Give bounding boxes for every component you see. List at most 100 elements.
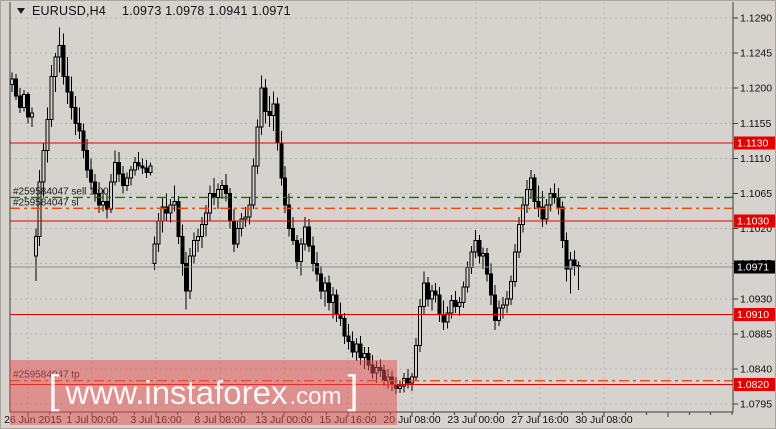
candle-body: [184, 263, 189, 292]
price-level-badge-label: 1.1030: [737, 215, 769, 227]
time-label: 8 Jul 08:00: [194, 414, 246, 426]
candle-body: [251, 165, 256, 206]
candle-body: [275, 103, 280, 144]
price-tick-label: 1.1200: [740, 83, 772, 95]
candle-body: [310, 245, 315, 265]
candle-body: [409, 376, 414, 384]
candle-body: [429, 290, 434, 300]
candle-body: [532, 177, 537, 202]
symbol-dropdown-icon[interactable]: [17, 8, 25, 14]
candle-body: [17, 95, 22, 109]
time-label: 1 Jul 00:00: [66, 414, 118, 426]
candle-body: [49, 76, 54, 120]
candle-body: [200, 224, 205, 237]
candle-body: [25, 93, 30, 118]
time-label: 13 Jul 00:00: [255, 414, 312, 426]
candle-body: [152, 243, 157, 265]
candle-body: [477, 239, 482, 257]
symbol-period-label: EURUSD,H4: [32, 4, 107, 18]
candle-body: [204, 212, 209, 226]
candle-body: [374, 366, 379, 374]
candle-body: [148, 165, 153, 173]
candle-body: [560, 206, 565, 241]
candle-body: [338, 313, 343, 319]
candle-body: [307, 226, 311, 247]
candle-body: [188, 255, 193, 292]
candle-body: [267, 111, 272, 116]
candle-body: [85, 150, 90, 171]
candle-body: [366, 352, 371, 366]
candle-body: [493, 294, 498, 322]
price-level-badge: [734, 307, 775, 321]
candle-body: [45, 118, 50, 152]
candle-body: [445, 312, 450, 323]
candle-body: [97, 193, 102, 206]
candle-body: [176, 200, 181, 237]
candle-body: [239, 218, 244, 230]
candle-body: [255, 126, 260, 167]
time-label: 26 Jun 2015: [4, 414, 62, 426]
candle-body: [314, 263, 319, 275]
candle-body: [61, 44, 66, 77]
candle-body: [342, 317, 347, 337]
time-label: 23 Jul 00:00: [447, 414, 504, 426]
candle-body: [208, 193, 212, 214]
candle-body: [271, 103, 276, 117]
candle-body: [164, 206, 169, 214]
candle-body: [89, 169, 94, 183]
price-level-badge: [734, 214, 775, 228]
candle-body: [279, 142, 284, 179]
trade-line-label: #259584047 sell 1.00: [13, 186, 109, 197]
candle-body: [394, 384, 399, 390]
candle-body: [144, 167, 149, 173]
candle-body: [370, 364, 375, 374]
chart-title: EURUSD,H4 1.0973 1.0978 1.0941 1.0971: [17, 4, 291, 18]
candle-body: [552, 193, 557, 198]
candle-body: [283, 177, 288, 206]
candle-body: [334, 294, 339, 315]
candle-body: [303, 226, 308, 245]
candle-body: [109, 181, 113, 210]
candle-body: [219, 185, 224, 191]
candle-body: [101, 200, 106, 206]
candle-body: [505, 298, 509, 306]
price-tick-label: 1.1065: [740, 188, 772, 200]
candle-body: [120, 173, 125, 187]
time-label: 27 Jul 16:00: [511, 414, 568, 426]
price-level-badge: [734, 378, 775, 392]
candle-body: [326, 282, 331, 304]
candle-body: [124, 177, 129, 187]
price-tick-label: 1.1290: [740, 13, 772, 25]
candle-body: [350, 341, 355, 353]
price-tick-label: 1.0930: [740, 293, 772, 305]
candle-body: [112, 161, 117, 183]
candle-body: [556, 196, 561, 208]
candle-body: [132, 161, 137, 171]
candle-body: [322, 282, 327, 292]
candle-body: [223, 185, 228, 194]
candle-body: [196, 235, 201, 241]
candle-body: [33, 235, 38, 257]
candle-body: [473, 239, 478, 253]
candle-body: [441, 313, 446, 323]
price-tick-label: 1.1155: [740, 118, 771, 130]
candle-body: [354, 343, 359, 353]
candle-body: [105, 200, 110, 210]
candle-body: [417, 306, 422, 347]
candle-body: [425, 282, 430, 300]
candle-body: [421, 282, 426, 308]
time-label: 3 Jul 16:00: [130, 414, 182, 426]
price-level-badge-label: 1.0910: [737, 309, 769, 321]
candle-body: [362, 352, 367, 358]
candle-body: [247, 204, 252, 218]
candle-body: [53, 56, 58, 77]
current-price-badge: [734, 260, 775, 274]
candle-body: [243, 216, 248, 220]
candle-body: [10, 78, 14, 85]
candle-body: [215, 189, 220, 198]
candle-body: [128, 169, 133, 179]
price-tick-label: 1.0840: [740, 364, 772, 376]
candle-body: [41, 150, 46, 183]
candle-body: [235, 228, 240, 245]
